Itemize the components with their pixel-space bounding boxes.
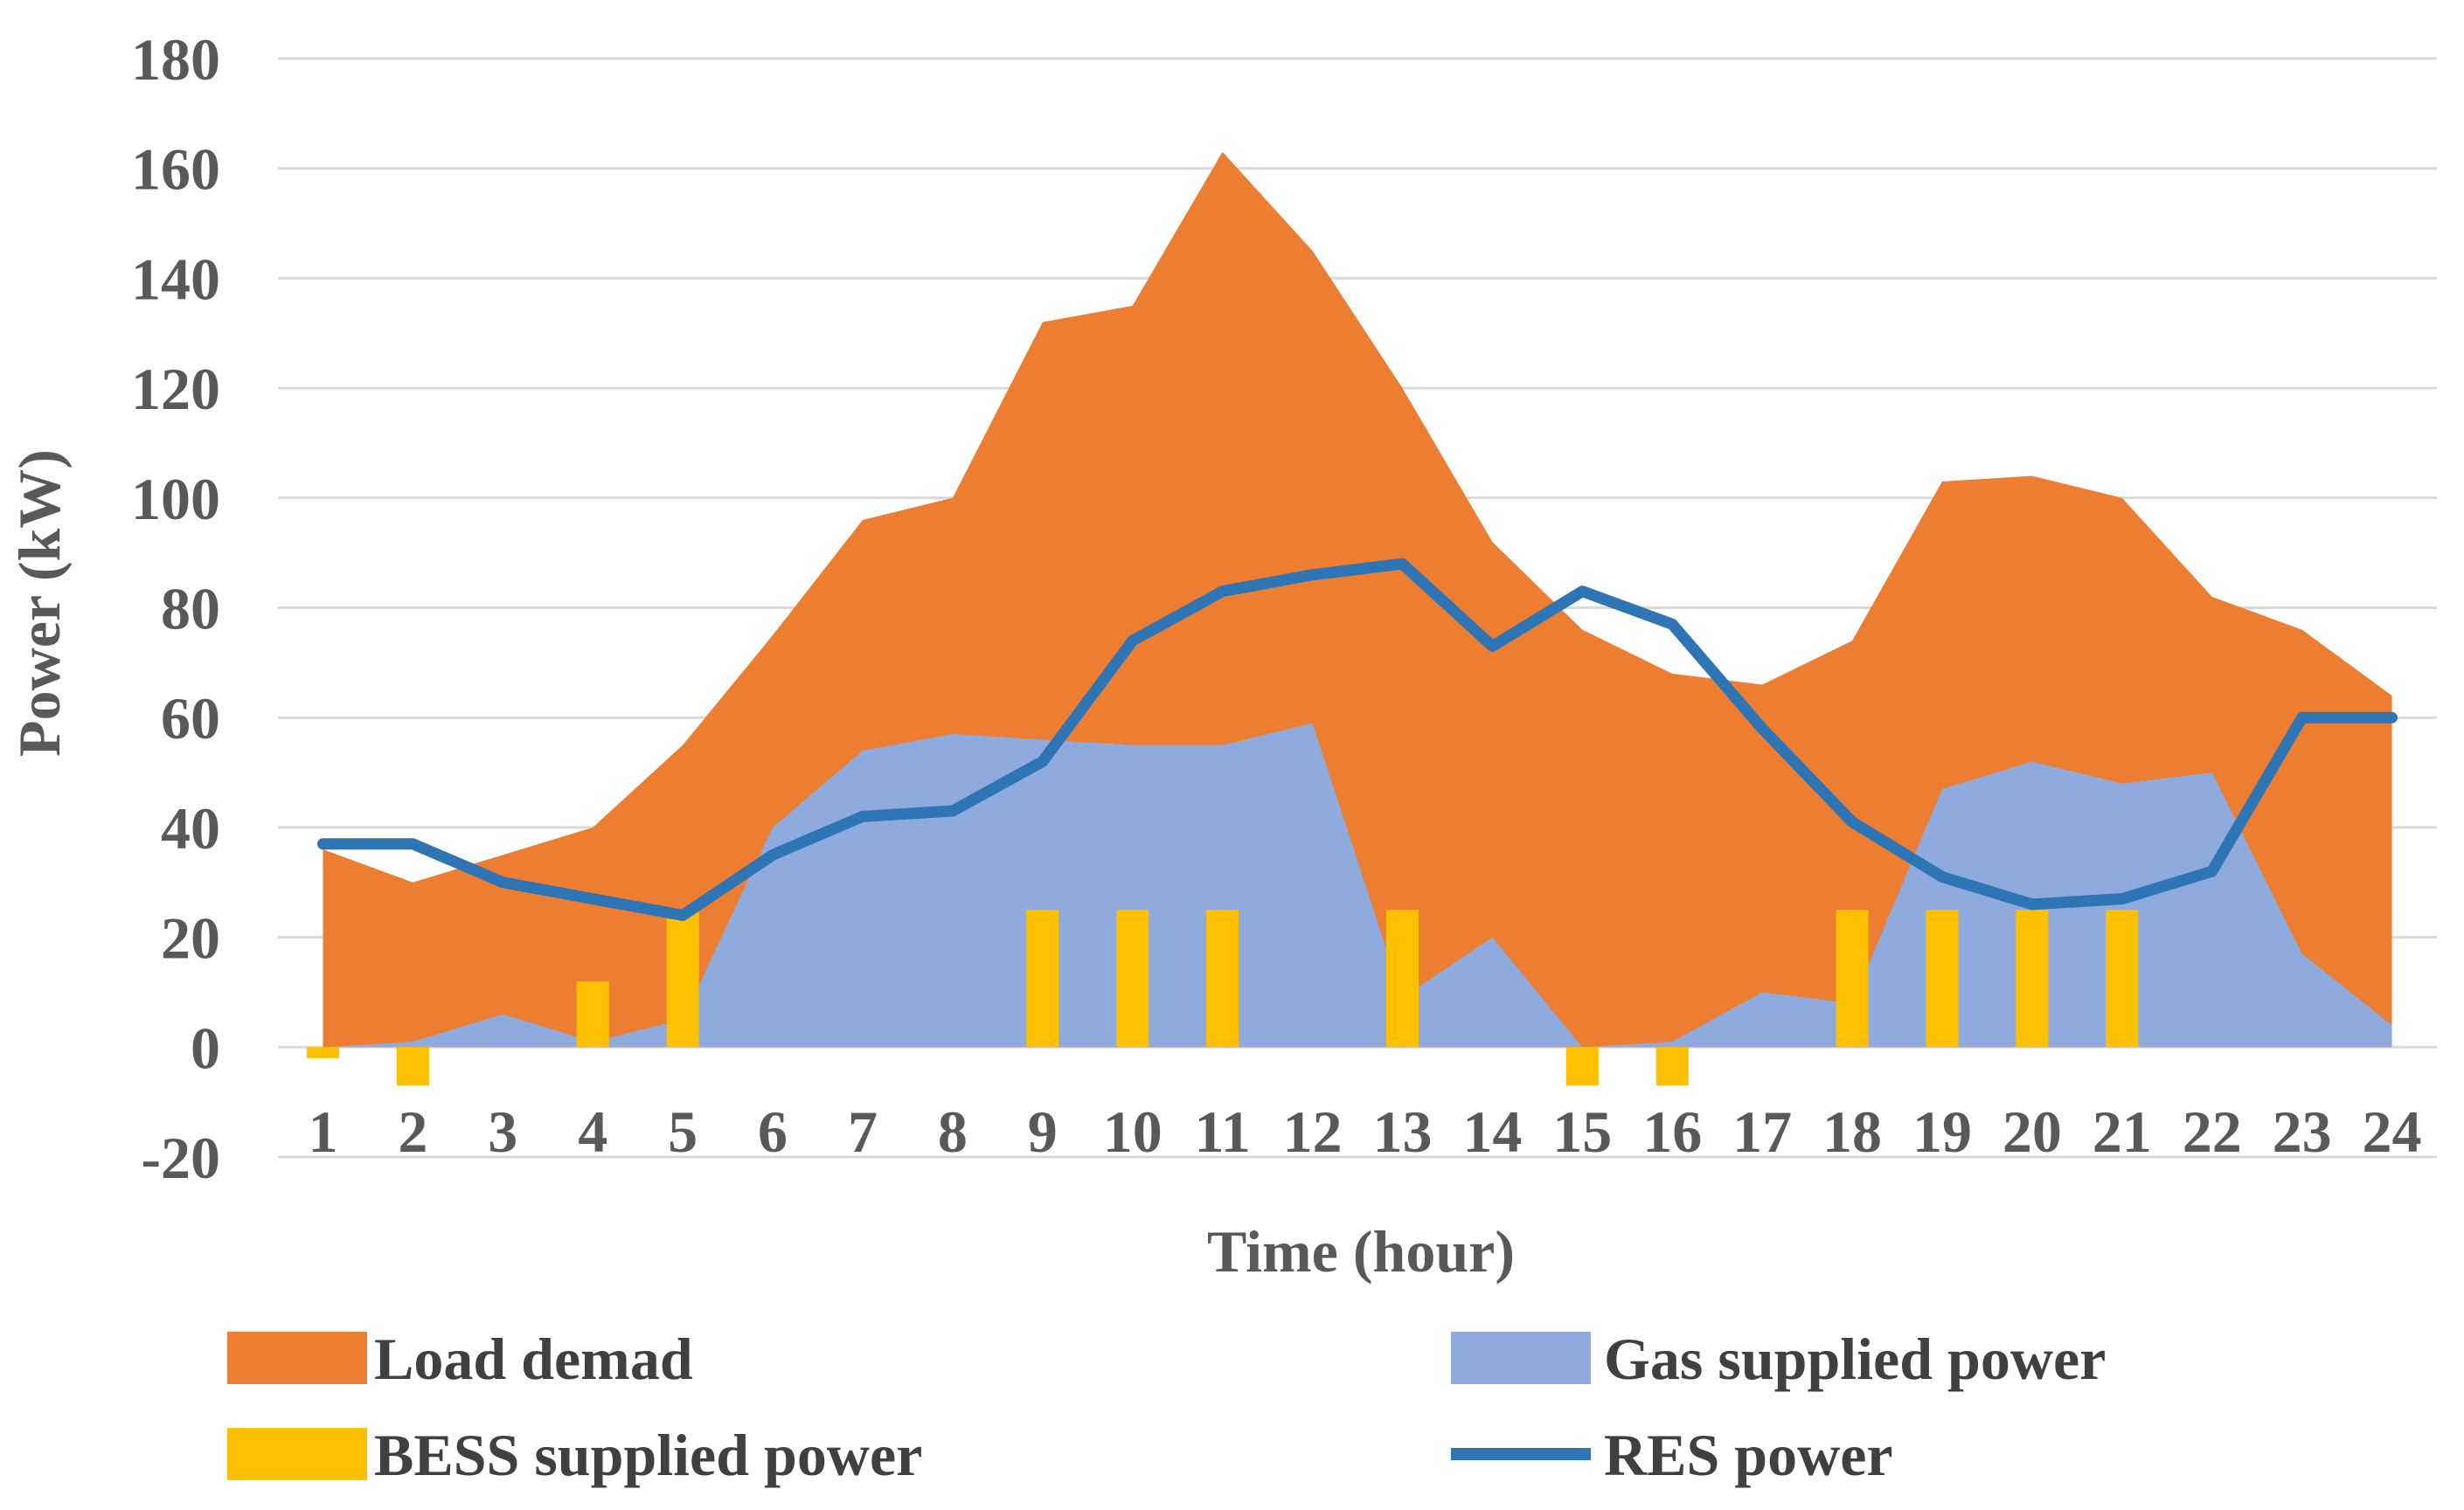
- y-axis-ticks: -20 0 20 40 60 80 100 120 140 160 180: [131, 26, 220, 1191]
- legend-item-load-demand: Load demad: [227, 1326, 693, 1392]
- y-tick-label: 20: [161, 905, 220, 972]
- x-tick-label: 20: [2002, 1098, 2062, 1165]
- y-tick-label: 120: [131, 356, 220, 422]
- legend-label-bess: BESS supplied power: [374, 1422, 922, 1488]
- y-tick-label: 160: [131, 136, 220, 203]
- line-res-power: [316, 558, 2398, 921]
- x-tick-label: 19: [1912, 1098, 1972, 1165]
- legend-item-res: RES power: [1451, 1422, 1893, 1488]
- x-tick-label: 10: [1103, 1098, 1163, 1165]
- x-tick-label: 7: [848, 1098, 878, 1165]
- y-tick-label: 0: [191, 1015, 220, 1081]
- legend-label-load-demand: Load demad: [374, 1326, 693, 1392]
- x-tick-label: 22: [2183, 1098, 2242, 1165]
- x-tick-label: 6: [758, 1098, 788, 1165]
- bess-bar: [2106, 910, 2139, 1048]
- legend-item-gas: Gas supplied power: [1451, 1326, 2106, 1392]
- x-tick-label: 16: [1642, 1098, 1702, 1165]
- bess-bar: [1026, 910, 1059, 1048]
- area-series: [323, 151, 2392, 1048]
- y-axis-title: Power (kW): [6, 449, 73, 757]
- x-tick-label: 21: [2093, 1098, 2152, 1165]
- bess-bar: [396, 1047, 429, 1086]
- y-tick-label: 140: [131, 246, 220, 312]
- bess-bar: [306, 1047, 339, 1058]
- bess-bar: [1116, 910, 1149, 1048]
- bess-bar: [1836, 910, 1869, 1048]
- bess-bar: [1926, 910, 1959, 1048]
- y-tick-label: 100: [131, 466, 220, 532]
- x-tick-label: 1: [308, 1098, 337, 1165]
- legend: Load demad Gas supplied power BESS suppl…: [227, 1326, 2106, 1488]
- x-axis-title: Time (hour): [1207, 1218, 1515, 1285]
- x-tick-label: 12: [1283, 1098, 1343, 1165]
- x-tick-label: 18: [1822, 1098, 1882, 1165]
- bess-bar: [576, 980, 609, 1048]
- bar-series: [306, 910, 2139, 1086]
- bess-bar: [2016, 910, 2049, 1048]
- y-tick-label: 60: [161, 685, 220, 752]
- bess-bar: [1565, 1047, 1599, 1086]
- x-tick-label: 9: [1028, 1098, 1058, 1165]
- bess-bar: [1206, 910, 1239, 1048]
- y-tick-label: 80: [161, 576, 220, 642]
- x-tick-label: 15: [1552, 1098, 1612, 1165]
- legend-label-res: RES power: [1604, 1422, 1893, 1488]
- y-tick-label: -20: [141, 1125, 220, 1191]
- x-tick-label: 17: [1732, 1098, 1792, 1165]
- x-tick-label: 5: [668, 1098, 698, 1165]
- x-tick-label: 13: [1372, 1098, 1432, 1165]
- line-series: [316, 558, 2398, 921]
- bess-bar: [1655, 1047, 1689, 1086]
- legend-item-bess: BESS supplied power: [227, 1422, 922, 1488]
- legend-swatch-load-demand: [227, 1332, 367, 1384]
- bess-bar: [666, 910, 699, 1048]
- x-tick-label: 14: [1462, 1098, 1522, 1165]
- legend-swatch-gas: [1451, 1332, 1591, 1384]
- bess-bar: [1385, 910, 1419, 1048]
- x-tick-label: 24: [2363, 1098, 2422, 1165]
- x-axis-ticks: 1 2 3 4 5 6 7 8 9 10 11 12 13 14 15 16 17 18 19 20 21 22 23 24: [308, 1098, 2421, 1165]
- y-tick-label: 40: [161, 795, 220, 862]
- y-tick-label: 180: [131, 26, 220, 93]
- x-tick-label: 2: [398, 1098, 427, 1165]
- area-gas-supplied-power: [323, 723, 2392, 1048]
- x-tick-label: 4: [578, 1098, 607, 1165]
- x-tick-label: 8: [938, 1098, 968, 1165]
- x-tick-label: 3: [488, 1098, 517, 1165]
- legend-swatch-bess: [227, 1428, 367, 1480]
- legend-label-gas: Gas supplied power: [1604, 1326, 2106, 1392]
- x-tick-label: 11: [1195, 1098, 1251, 1165]
- x-tick-label: 23: [2273, 1098, 2332, 1165]
